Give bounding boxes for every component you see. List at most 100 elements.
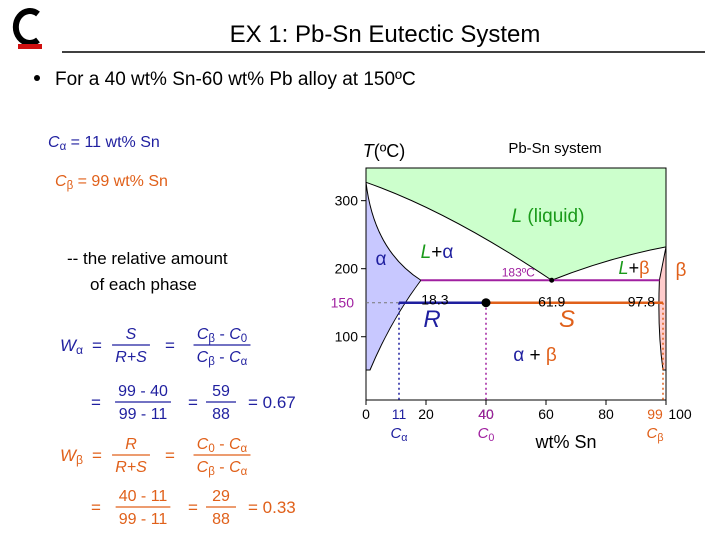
text-part: β [639,258,649,278]
c-alpha-value: 11 [392,406,407,422]
text-part: β [676,260,687,281]
text-part: α [442,242,453,263]
l-beta-field: L+β [619,258,650,278]
text-part: S [126,326,137,343]
subscript: β [208,356,215,368]
given-c-alpha: Cα = 11 wt% Sn [48,134,160,153]
subscript: α [241,356,248,368]
text-part: L [619,258,629,278]
fraction-numerator: 59 [212,383,230,400]
subscript: β [67,180,74,192]
fraction-numerator: C0 - Cα [197,436,248,455]
x-tick-label: 100 [668,406,692,422]
text-part: α [376,249,387,270]
text-part: 59 [212,383,230,400]
eutectic-composition: 61.9 [538,293,565,309]
text-part: C [390,425,401,442]
text-part: = [91,393,101,412]
text-part: - [215,326,229,343]
equation-text: = [188,498,198,517]
diagram-title: Pb-Sn system [508,140,601,157]
equation-text: Wα [60,336,83,357]
text-part: R+S [115,349,147,366]
text-part: C [197,349,209,366]
equation-text: = [188,393,198,412]
beta-field: β [676,260,687,281]
text-part: 40 - 11 [119,488,168,505]
text-part: C [229,436,241,453]
text-part: C [197,326,209,343]
subscript: α [241,466,248,478]
eutectic-point [549,277,555,283]
text-part: R+S [115,459,147,476]
text-part: = 0.33 [248,498,296,517]
text-part: = [91,498,101,517]
fraction-denominator: 99 - 11 [119,406,168,423]
text-part: C [55,173,67,190]
text-part: = [188,393,198,412]
liquid-region [365,167,667,281]
text-part: = [92,446,102,465]
alpha-beta-field: α + β [513,345,557,366]
fraction-denominator: 88 [212,511,230,528]
text-part: C [229,326,241,343]
s-label: S [559,306,575,333]
subscript: β [657,432,663,444]
fraction-numerator: S [126,326,137,343]
text-part: L [512,206,523,227]
equation-text: Wβ [60,446,83,467]
subscript: α [60,141,67,153]
c-beta-label: Cβ [646,425,663,444]
text-part: = 99 wt% Sn [73,173,168,190]
text-part: α [513,345,524,366]
fraction-numerator: Cβ - C0 [197,326,247,345]
text-part: 88 [212,511,230,528]
l-alpha-field: L+α [421,242,454,263]
text-part: 88 [212,406,230,423]
equation-text: = [165,446,175,465]
x-tick-label: 0 [362,406,370,422]
x-tick-label: 40 [478,406,494,422]
text-part: = [165,446,175,465]
alloy-point [481,298,491,308]
fraction-denominator: R+S [115,349,147,366]
text-part: W [60,336,78,355]
equation-text: = 0.67 [248,393,296,412]
text-part: R [423,306,440,333]
subscript: β [76,453,83,467]
text-part: 99 - 40 [118,383,168,400]
equation-text: = [92,336,102,355]
text-part: S [559,306,575,333]
text-part: C [197,436,209,453]
eutectic-temperature: 183ºC [502,265,535,279]
text-part: R [125,436,137,453]
y-tick-label: 300 [335,193,359,209]
c0-value: 40 [478,406,494,422]
alpha-region [365,182,422,371]
logo-bar [18,44,42,49]
text-part: L [421,242,432,263]
fraction-denominator: 99 - 11 [119,511,168,528]
fraction-denominator: 88 [212,406,230,423]
text-part: - [215,349,229,366]
subscript: 0 [488,432,494,444]
equation-text: = [91,393,101,412]
text-part: = [188,498,198,517]
equation-text: = [91,498,101,517]
text-part: + [431,242,442,263]
plot-frame [365,167,667,401]
task-text: -- the relative amount [67,249,228,268]
text-part: C [478,425,489,442]
fraction-denominator: Cβ - Cα [197,349,248,368]
x-tick-label: 20 [418,406,434,422]
given-c-beta: Cβ = 99 wt% Sn [55,173,168,192]
subscript: α [76,343,83,357]
text-part: 99 - 11 [119,511,168,528]
fraction-numerator: R [125,436,137,453]
c0-label: C0 [478,425,495,444]
text-part: (ºC) [374,141,406,161]
text-part: C [48,134,60,151]
y-tick-label: 100 [335,329,359,345]
text-part: β [546,345,557,366]
fraction-numerator: 29 [212,488,230,505]
